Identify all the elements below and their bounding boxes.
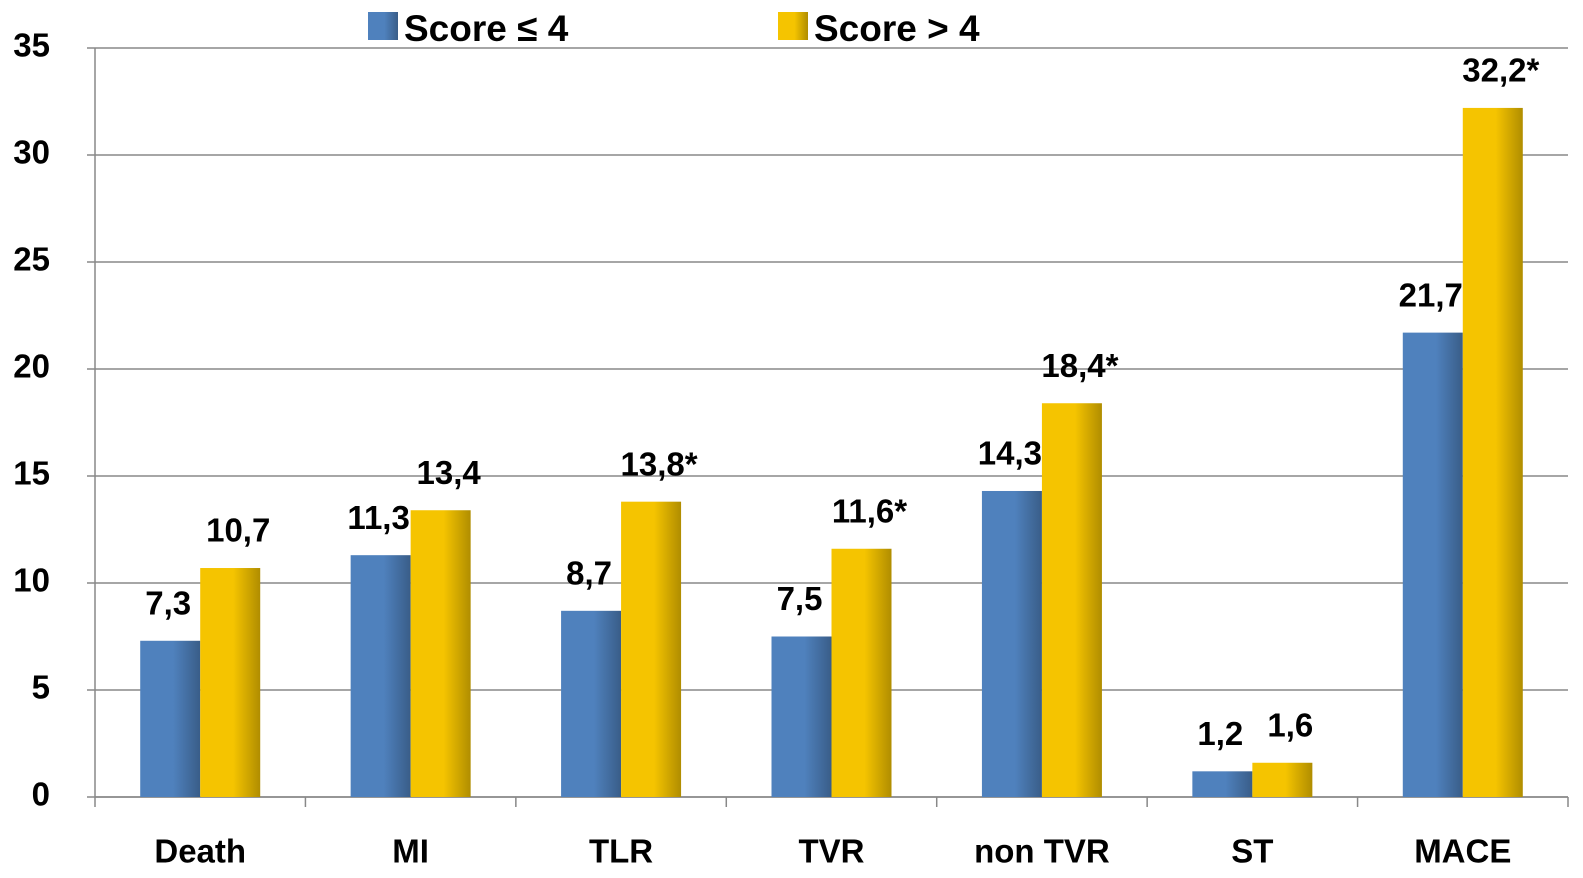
bar: [621, 501, 682, 797]
value-label: 7,3: [145, 584, 191, 621]
bar: [410, 510, 471, 797]
bar: [1402, 332, 1463, 797]
value-label: 18,4*: [1041, 347, 1118, 384]
value-label: 1,2: [1197, 715, 1243, 752]
legend-swatch: [368, 12, 398, 40]
bar: [350, 555, 411, 797]
y-tick-label: 15: [13, 455, 50, 492]
bar: [561, 610, 622, 797]
value-label: 10,7: [206, 512, 270, 549]
value-label: 7,5: [777, 580, 823, 617]
value-label: 11,6*: [832, 492, 907, 529]
y-tick-label: 10: [13, 562, 50, 599]
bar: [1041, 403, 1102, 797]
x-tick-label: TLR: [589, 833, 653, 870]
bar: [771, 636, 832, 797]
x-tick-label: ST: [1231, 833, 1273, 870]
x-tick-label: MACE: [1414, 833, 1511, 870]
y-tick-label: 20: [13, 348, 50, 385]
legend-swatch: [778, 12, 808, 40]
legend-label: Score > 4: [814, 8, 980, 49]
value-label: 13,4: [417, 454, 482, 491]
value-label: 13,8*: [621, 445, 698, 482]
bar: [981, 490, 1042, 797]
legend-label: Score ≤ 4: [404, 8, 569, 49]
bar: [831, 548, 892, 797]
bar: [1192, 771, 1253, 797]
x-tick-label: TVR: [799, 833, 865, 870]
y-tick-label: 30: [13, 134, 50, 171]
value-label: 14,3: [978, 435, 1042, 472]
bar: [140, 640, 201, 797]
x-tick-label: MI: [392, 833, 429, 870]
y-tick-label: 0: [32, 776, 50, 813]
x-tick-label: non TVR: [974, 833, 1110, 870]
bar: [1462, 107, 1523, 798]
y-tick-label: 25: [13, 241, 50, 278]
value-label: 8,7: [566, 555, 612, 592]
x-tick-label: Death: [154, 833, 246, 870]
value-label: 1,6: [1267, 706, 1313, 743]
value-label: 32,2*: [1462, 52, 1539, 89]
value-label: 11,3: [347, 499, 409, 536]
y-tick-label: 5: [32, 669, 50, 706]
bar: [1252, 762, 1313, 797]
y-tick-label: 35: [13, 27, 50, 64]
value-label: 21,7: [1399, 276, 1463, 313]
bar: [200, 568, 261, 797]
